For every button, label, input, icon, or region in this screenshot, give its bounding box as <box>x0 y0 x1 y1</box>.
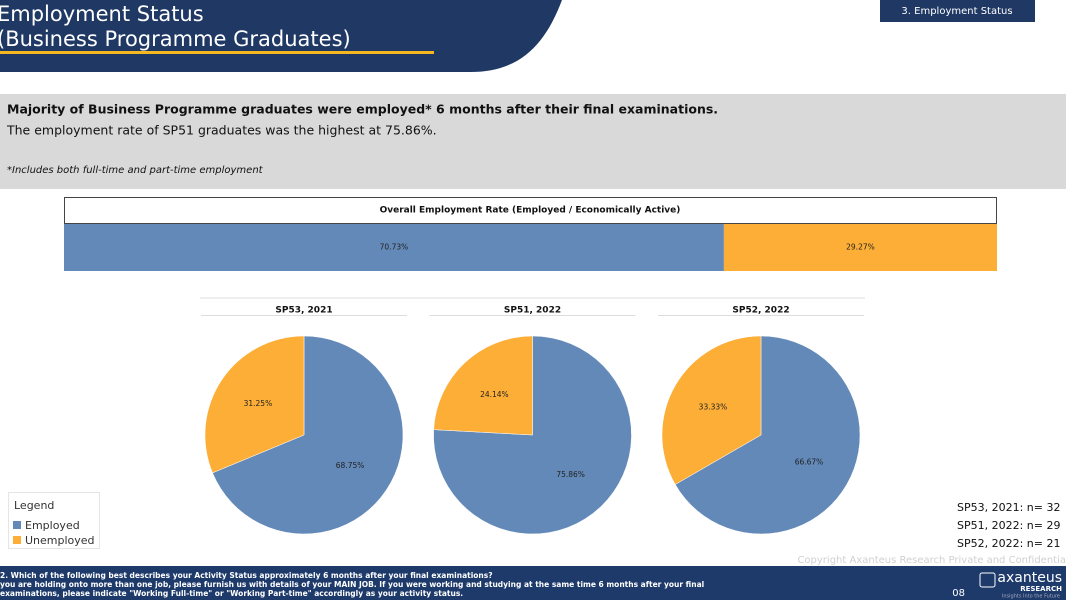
question-line: you are holding onto more than one job, … <box>0 580 704 589</box>
sample-size: SP51, 2022: n= 29 <box>957 519 1061 532</box>
title-line: (Business Programme Graduates) <box>0 27 351 51</box>
pie-value-label: 75.86% <box>556 470 585 479</box>
pie-title: SP51, 2022 <box>504 306 561 316</box>
bar-value-label: 29.27% <box>846 243 875 252</box>
bar-title-box <box>64 197 997 224</box>
section-tag: 3. Employment Status <box>901 6 1012 17</box>
copyright: Copyright Axanteus Research Private and … <box>797 555 1066 566</box>
pie-slice <box>661 335 762 485</box>
legend-swatch <box>13 536 21 544</box>
pie-slice <box>674 335 861 535</box>
page-number: 08 <box>952 588 965 599</box>
pie-value-label: 31.25% <box>244 399 273 408</box>
sample-size: SP52, 2022: n= 21 <box>957 537 1061 550</box>
pie-value-label: 66.67% <box>795 458 824 467</box>
brand-icon <box>979 572 996 588</box>
legend-label: Unemployed <box>25 534 95 547</box>
brand-sub: RESEARCH <box>1020 585 1062 593</box>
bar-segment <box>64 224 724 271</box>
pie-title-rule <box>658 315 864 316</box>
pie-title: SP52, 2022 <box>732 306 789 316</box>
section-tag-box <box>880 0 1035 22</box>
sample-size: SP53, 2021: n= 32 <box>957 501 1061 514</box>
summary-detail: The employment rate of SP51 graduates wa… <box>6 123 437 138</box>
bar-chart-title: Overall Employment Rate (Employed / Econ… <box>380 206 681 216</box>
pie-slice <box>212 335 404 535</box>
pie-title-rule <box>201 315 407 316</box>
title-underline <box>0 51 434 54</box>
question-line: examinations, please indicate "Working F… <box>0 589 463 598</box>
bar-value-label: 70.73% <box>380 243 409 252</box>
brand: axanteus <box>997 570 1062 586</box>
legend-label: Employed <box>25 519 80 532</box>
brand-tagline: Insights Into the Future <box>1002 594 1060 600</box>
pie-value-label: 24.14% <box>480 390 509 399</box>
pie-title: SP53, 2021 <box>275 306 332 316</box>
legend-swatch <box>13 521 21 529</box>
footer-band <box>0 566 1066 600</box>
legend-title: Legend <box>14 499 54 512</box>
pie-title-rule <box>429 315 636 316</box>
title-line: Employment Status <box>0 2 204 26</box>
bar-segment <box>723 224 997 271</box>
pie-slice <box>204 335 305 474</box>
summary-band <box>0 94 1066 189</box>
pie-value-label: 33.33% <box>699 402 728 411</box>
pie-panel-top <box>200 297 865 299</box>
pie-value-label: 68.75% <box>336 461 365 470</box>
summary-footnote: *Includes both full-time and part-time e… <box>7 165 264 176</box>
question-line: 2. Which of the following best describes… <box>0 571 493 580</box>
summary-headline: Majority of Business Programme graduates… <box>7 102 718 117</box>
legend-box <box>8 492 100 549</box>
pie-slice <box>433 335 533 436</box>
